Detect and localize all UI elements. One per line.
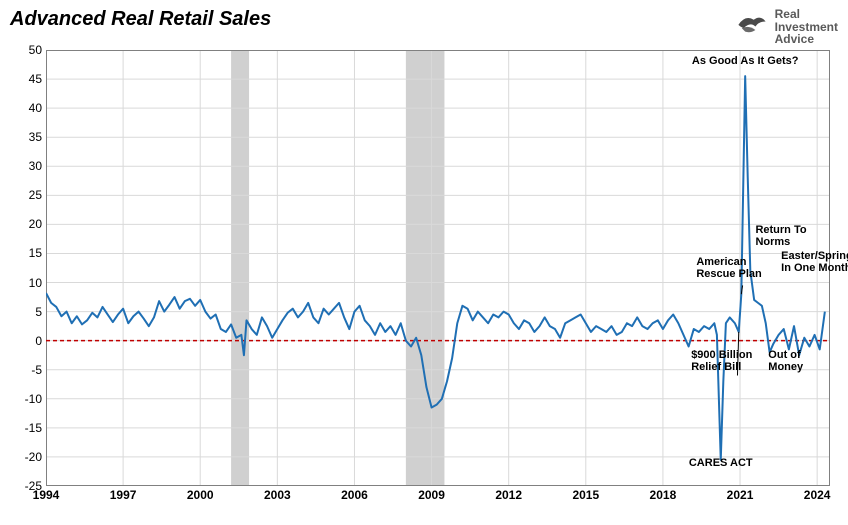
x-tick-label: 2015	[572, 488, 599, 502]
y-tick-label: 10	[12, 276, 42, 290]
header-row: Advanced Real Retail Sales Real Investme…	[10, 8, 838, 46]
x-tick-label: 2009	[418, 488, 445, 502]
y-tick-label: 20	[12, 217, 42, 231]
eagle-icon	[735, 9, 769, 44]
y-tick-label: 45	[12, 72, 42, 86]
plot-area: -25-20-15-10-505101520253035404550199419…	[46, 50, 830, 502]
y-tick-label: -5	[12, 363, 42, 377]
y-tick-label: -15	[12, 421, 42, 435]
x-tick-label: 1997	[110, 488, 137, 502]
x-tick-label: 2021	[727, 488, 754, 502]
brand-line-1: Real	[775, 8, 838, 21]
x-tick-label: 2024	[804, 488, 831, 502]
y-tick-label: -10	[12, 392, 42, 406]
x-tick-label: 2012	[495, 488, 522, 502]
chart-container: Advanced Real Retail Sales Real Investme…	[0, 0, 848, 525]
x-tick-label: 2006	[341, 488, 368, 502]
chart-annotation: AmericanRescue Plan	[696, 255, 761, 279]
x-tick-label: 1994	[33, 488, 60, 502]
y-tick-label: 40	[12, 101, 42, 115]
y-tick-label: 50	[12, 43, 42, 57]
y-tick-label: 30	[12, 159, 42, 173]
chart-annotation: CARES ACT	[689, 456, 753, 468]
brand-logo: Real Investment Advice	[735, 8, 838, 46]
chart-annotation: Easter/Spring BreakIn One Month	[781, 250, 848, 274]
y-tick-label: 35	[12, 130, 42, 144]
chart-annotation: As Good As It Gets?	[692, 55, 799, 67]
chart-annotation: $900 BillionRelief Bill	[691, 348, 752, 372]
y-tick-label: 25	[12, 188, 42, 202]
y-tick-label: 5	[12, 305, 42, 319]
x-tick-label: 2018	[650, 488, 677, 502]
chart-annotation: Out ofMoney	[768, 348, 803, 372]
x-tick-label: 2000	[187, 488, 214, 502]
brand-line-3: Advice	[775, 33, 838, 46]
brand-text: Real Investment Advice	[775, 8, 838, 46]
y-tick-label: 15	[12, 246, 42, 260]
x-tick-label: 2003	[264, 488, 291, 502]
chart-annotation: Return ToNorms	[755, 223, 806, 247]
y-tick-label: -20	[12, 450, 42, 464]
y-tick-label: 0	[12, 334, 42, 348]
chart-title: Advanced Real Retail Sales	[10, 8, 271, 31]
